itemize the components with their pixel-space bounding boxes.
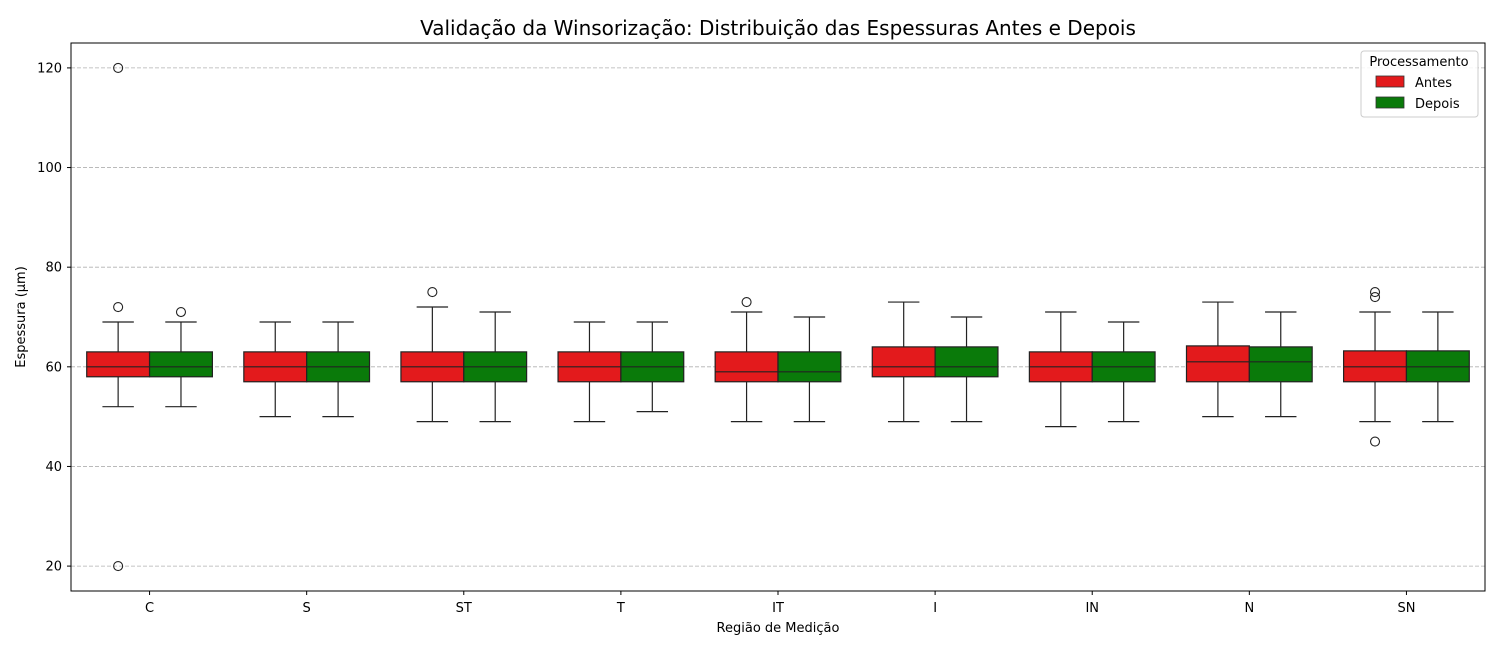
box-group-depois-it: [777, 316, 842, 423]
box-iqr: [1185, 345, 1250, 383]
x-tick-label: ST: [456, 601, 472, 616]
outlier-point: [1369, 436, 1381, 447]
box-iqr: [148, 351, 214, 378]
x-tick-label: S: [303, 601, 311, 616]
x-tick-label: T: [616, 601, 625, 616]
legend: Processamento Antes Depois: [1360, 50, 1479, 118]
y-tick-label: 120: [37, 61, 62, 76]
x-tick-label: IN: [1085, 601, 1099, 616]
box-group-depois-s: [306, 321, 371, 418]
outlier-point: [427, 287, 438, 298]
outlier-point: [1369, 287, 1381, 298]
box-group-antes-n: [1185, 301, 1250, 418]
x-axis-label: Região de Medição: [717, 621, 840, 636]
x-tick-label: N: [1244, 601, 1254, 616]
outlier-point: [113, 62, 124, 73]
box-group-depois-i: [934, 316, 999, 423]
box-group-depois-n: [1248, 311, 1313, 418]
y-axis-ticks: 20 40 60 80 100 120: [37, 61, 71, 575]
box-group-antes-it: [714, 297, 779, 423]
box-iqr: [86, 351, 151, 378]
box-iqr: [871, 346, 936, 378]
plot-frame: [70, 42, 1486, 592]
x-tick-label: SN: [1397, 601, 1415, 616]
outlier-point: [175, 306, 187, 318]
outlier-point: [741, 297, 752, 308]
y-tick-label: 100: [37, 161, 62, 176]
box-iqr: [934, 346, 999, 378]
box-iqr: [714, 351, 779, 383]
gridlines: [71, 67, 1485, 567]
box-group-antes-c: [86, 62, 151, 572]
legend-swatch-antes: [1375, 75, 1405, 88]
box-group-antes-t: [557, 321, 622, 423]
outlier-point: [1369, 292, 1381, 303]
box-group-antes-sn: [1342, 287, 1408, 447]
legend-label-antes: Antes: [1415, 76, 1452, 91]
box-group-antes-in: [1028, 311, 1093, 428]
y-tick-label: 60: [45, 360, 62, 375]
x-axis-ticks: C S ST T IT I IN N SN: [145, 591, 1415, 616]
box-iqr: [1248, 346, 1313, 383]
legend-title: Processamento: [1369, 55, 1468, 70]
x-tick-label: IT: [772, 601, 784, 616]
y-axis-label: Espessura (µm): [14, 266, 29, 368]
y-tick-label: 20: [45, 560, 62, 575]
outlier-point: [113, 561, 124, 572]
box-group-antes-st: [400, 287, 465, 423]
y-tick-label: 40: [45, 460, 62, 475]
box-group-antes-i: [871, 301, 936, 423]
box-group-depois-in: [1091, 321, 1156, 423]
box-iqr: [777, 351, 842, 383]
box-plots: [86, 62, 1470, 572]
outlier-point: [113, 301, 124, 313]
x-tick-label: I: [933, 601, 937, 616]
box-group-antes-s: [243, 321, 308, 418]
legend-swatch-depois: [1375, 96, 1405, 109]
box-group-depois-t: [620, 321, 685, 413]
x-tick-label: C: [145, 601, 154, 616]
box-group-depois-st: [463, 311, 528, 423]
box-group-depois-c: [148, 306, 214, 408]
chart-title: Validação da Winsorização: Distribuição …: [420, 16, 1136, 40]
legend-label-depois: Depois: [1415, 97, 1460, 112]
y-tick-label: 80: [45, 261, 62, 276]
box-group-depois-sn: [1405, 311, 1470, 423]
